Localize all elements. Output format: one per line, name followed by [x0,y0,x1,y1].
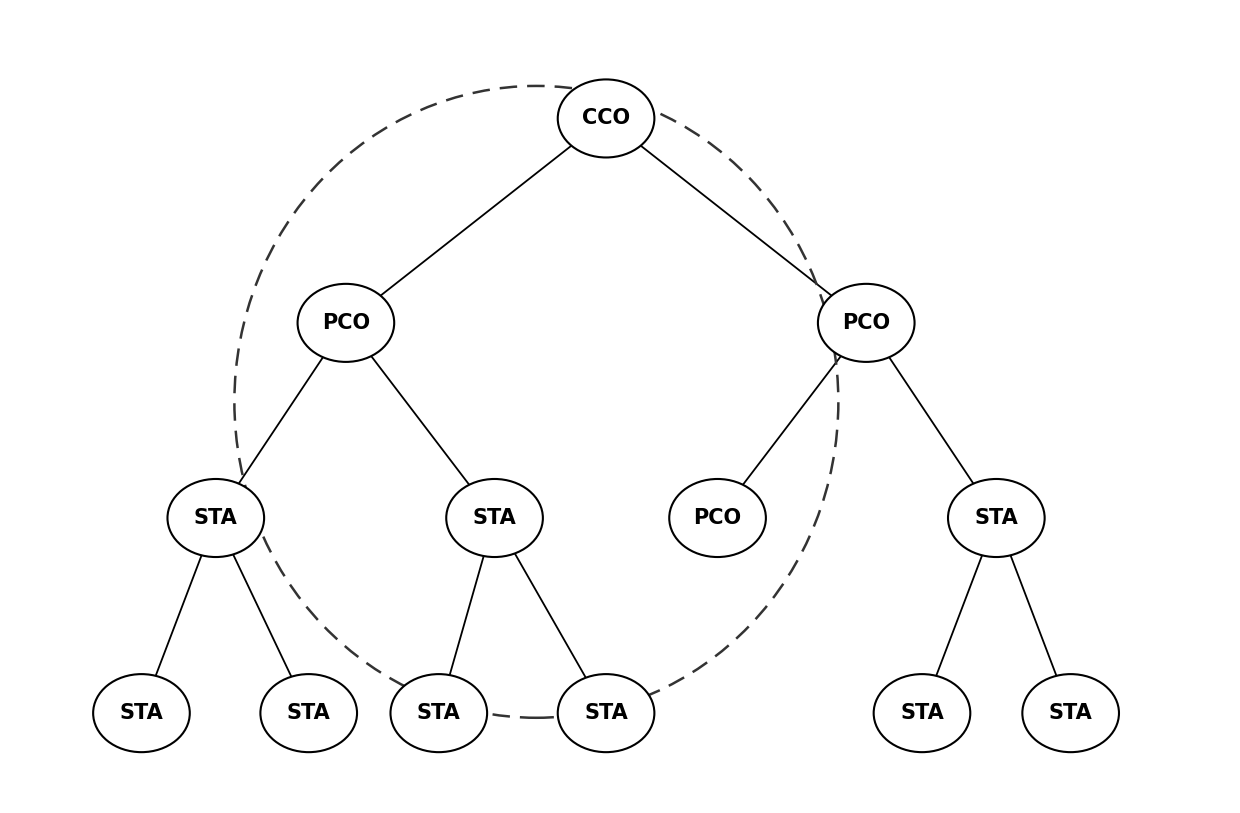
Ellipse shape [93,674,190,752]
Ellipse shape [298,284,394,362]
Ellipse shape [1022,674,1118,752]
Text: STA: STA [900,703,944,723]
Ellipse shape [446,479,543,557]
Ellipse shape [558,80,655,158]
Ellipse shape [260,674,357,752]
Text: CCO: CCO [582,108,630,128]
Ellipse shape [391,674,487,752]
Text: PCO: PCO [842,313,890,333]
Text: STA: STA [584,703,627,723]
Text: PCO: PCO [693,508,742,528]
Text: STA: STA [975,508,1018,528]
Ellipse shape [558,674,655,752]
Ellipse shape [818,284,915,362]
Text: STA: STA [286,703,331,723]
Text: STA: STA [1049,703,1092,723]
Ellipse shape [874,674,971,752]
Text: STA: STA [119,703,164,723]
Text: PCO: PCO [322,313,370,333]
Ellipse shape [949,479,1044,557]
Text: STA: STA [417,703,461,723]
Ellipse shape [670,479,766,557]
Text: STA: STA [193,508,238,528]
Text: STA: STA [472,508,516,528]
Ellipse shape [167,479,264,557]
